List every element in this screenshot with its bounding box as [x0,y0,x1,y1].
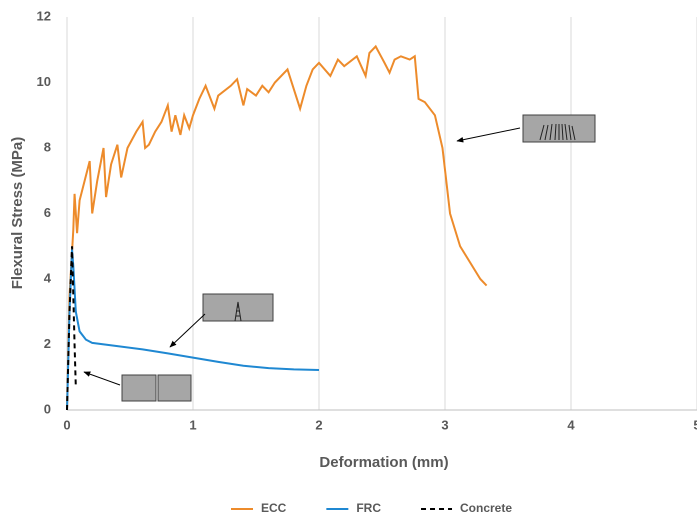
ecc-arrow [456,127,521,143]
y-tick-label: 0 [44,401,51,416]
x-tick-label: 2 [315,417,322,432]
x-tick-label: 4 [567,417,575,432]
y-axis-label: Flexural Stress (MPa) [9,137,26,290]
concrete-specimen-right [157,374,192,402]
y-tick-label: 6 [44,205,51,220]
frc-crack [234,301,242,322]
y-tick-label: 12 [37,8,51,23]
y-tick-label: 8 [44,139,51,154]
x-axis-label: Deformation (mm) [319,454,448,471]
concrete-arrow [83,371,121,386]
frc-arrow [169,313,206,348]
series-line [66,249,320,411]
annotations [83,114,596,402]
x-tick-label: 5 [693,417,697,432]
ecc-cracks [539,123,576,141]
legend-label: FRC [356,501,381,515]
y-tick-label: 2 [44,336,51,351]
legend-label: Concrete [460,501,512,515]
legend: ECC FRC Concrete [231,501,512,515]
concrete-specimen-left [121,374,157,402]
x-tick-label: 1 [189,417,196,432]
y-tick-label: 4 [44,270,52,285]
series-line [66,44,488,411]
legend-label: ECC [261,501,287,515]
series-line [66,246,77,411]
plot: 012345024681012ECCFRCConcrete [37,8,697,515]
y-tick-label: 10 [37,74,51,89]
x-tick-label: 3 [441,417,448,432]
x-tick-label: 0 [63,417,70,432]
